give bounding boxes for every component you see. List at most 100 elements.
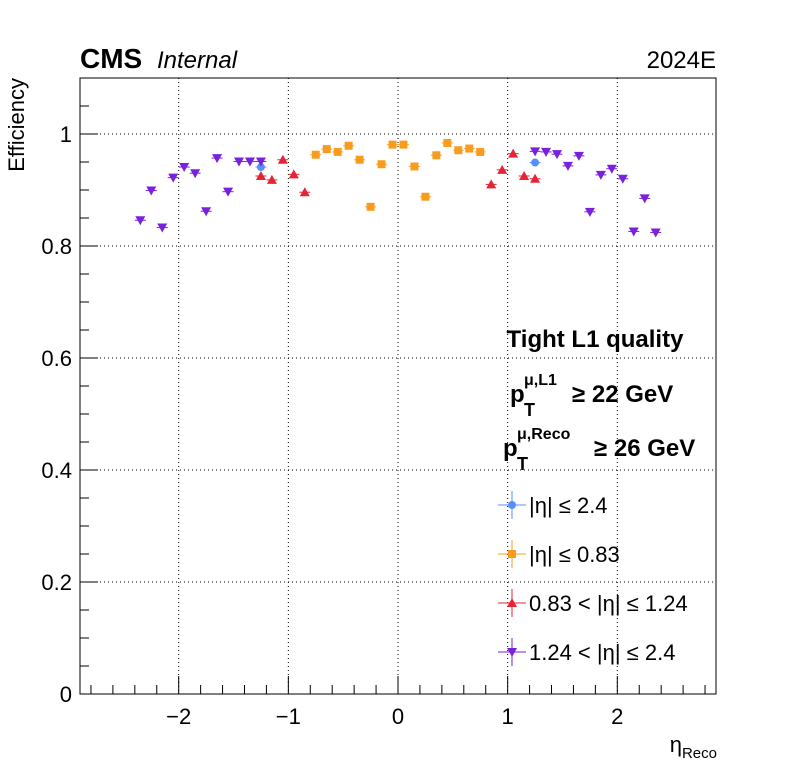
- marker-shape: [454, 146, 463, 155]
- data-point: [255, 157, 267, 167]
- marker: [639, 194, 650, 204]
- marker-shape: [288, 169, 299, 179]
- marker-shape: [584, 207, 595, 217]
- legend-label: 0.83 < |η| ≤ 1.24: [529, 591, 688, 616]
- marker-shape: [628, 227, 639, 237]
- marker: [135, 216, 146, 226]
- data-point: [529, 173, 541, 183]
- marker: [421, 192, 430, 201]
- marker-shape: [531, 158, 540, 167]
- data-point: [387, 140, 398, 149]
- marker: [497, 164, 508, 174]
- marker: [617, 174, 628, 184]
- marker-shape: [168, 173, 179, 183]
- x-tick-label: 0: [392, 704, 404, 729]
- data-point: [595, 170, 607, 180]
- marker: [628, 227, 639, 237]
- marker: [299, 187, 310, 197]
- marker-shape: [606, 164, 617, 174]
- data-point: [507, 148, 519, 158]
- legend: |η| ≤ 2.4 |η| ≤ 0.83 0.83 < |η| ≤ 1.24 1.24…: [498, 491, 688, 666]
- reco-cut-rest: ≥ 26 GeV: [594, 435, 695, 462]
- series-2: [255, 148, 541, 197]
- data-point: [584, 207, 596, 217]
- data-point: [156, 223, 168, 233]
- reco-cut-sub: T: [517, 454, 528, 474]
- data-point: [398, 140, 409, 149]
- marker: [388, 140, 397, 149]
- marker: [255, 157, 266, 167]
- marker-shape: [497, 164, 508, 174]
- marker-shape: [266, 174, 277, 184]
- marker-shape: [595, 170, 606, 180]
- legend-entry-2: 0.83 < |η| ≤ 1.24: [498, 589, 688, 617]
- data-point: [189, 169, 201, 179]
- y-tick-label: 0: [60, 682, 72, 707]
- data-point: [343, 141, 355, 150]
- data-point: [211, 154, 223, 164]
- marker: [212, 154, 223, 164]
- status-label: Internal: [157, 47, 238, 74]
- data-point: [617, 174, 629, 184]
- legend-label: 1.24 < |η| ≤ 2.4: [529, 640, 675, 665]
- x-tick-label: −2: [166, 704, 191, 729]
- y-tick-label: 0.6: [41, 346, 72, 371]
- tick-label-layer: −2 −1 0 1 2 0 0.2 0.4 0.6 0.8 1: [41, 122, 623, 729]
- l1-cut-var: p: [510, 381, 525, 408]
- data-point: [606, 164, 618, 174]
- marker-shape: [573, 151, 584, 161]
- data-point: [485, 179, 497, 189]
- marker: [266, 174, 277, 184]
- marker: [410, 162, 419, 171]
- marker-shape: [344, 141, 353, 150]
- data-point: [288, 169, 300, 179]
- data-point: [540, 147, 552, 157]
- data-point: [474, 147, 486, 156]
- data-point: [562, 161, 574, 171]
- data-point: [430, 151, 442, 160]
- marker: [562, 161, 573, 171]
- legend-entry-3: 1.24 < |η| ≤ 2.4: [498, 638, 675, 666]
- y-tick-label: 0.2: [41, 570, 72, 595]
- y-axis-title: Efficiency: [4, 78, 29, 172]
- legend-marker: [508, 550, 516, 558]
- marker: [255, 171, 266, 180]
- data-point: [365, 202, 377, 211]
- data-point: [408, 162, 420, 171]
- marker-shape: [355, 155, 364, 164]
- marker-shape: [650, 228, 661, 238]
- marker-shape: [277, 154, 288, 164]
- marker: [606, 164, 617, 174]
- marker-shape: [322, 145, 331, 154]
- series-0: [255, 158, 541, 172]
- marker-shape: [234, 157, 244, 167]
- marker: [355, 155, 364, 164]
- marker: [595, 170, 606, 180]
- marker-shape: [135, 216, 146, 226]
- marker-shape: [179, 163, 190, 173]
- x-axis-title-main: η: [670, 732, 682, 757]
- legend-marker: [507, 598, 517, 607]
- marker: [244, 157, 255, 167]
- marker: [277, 154, 288, 164]
- marker: [465, 144, 474, 153]
- marker: [530, 173, 541, 183]
- marker-shape: [508, 148, 519, 158]
- marker-shape: [399, 140, 408, 149]
- data-point: [518, 171, 530, 180]
- data-point: [529, 158, 541, 167]
- x-tick-label: −1: [276, 704, 301, 729]
- series-3: [134, 147, 662, 238]
- marker-shape: [639, 194, 650, 204]
- marker-shape: [410, 162, 419, 171]
- marker-shape: [201, 207, 212, 217]
- marker: [530, 147, 541, 157]
- reco-pt-cut-annotation: p μ,Reco T ≥ 26 GeV: [503, 426, 695, 474]
- data-point: [650, 228, 662, 238]
- marker: [157, 223, 168, 233]
- marker: [476, 147, 485, 156]
- legend-marker-shape: [508, 550, 516, 558]
- marker-shape: [476, 147, 485, 156]
- y-tick-label: 1: [60, 122, 72, 147]
- data-point: [145, 186, 157, 196]
